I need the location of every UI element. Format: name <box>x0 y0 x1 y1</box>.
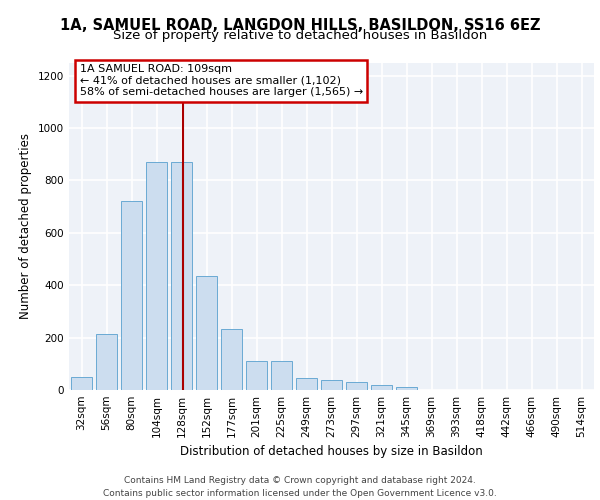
Bar <box>196 276 217 390</box>
Bar <box>71 378 92 390</box>
Text: 1A, SAMUEL ROAD, LANGDON HILLS, BASILDON, SS16 6EZ: 1A, SAMUEL ROAD, LANGDON HILLS, BASILDON… <box>60 18 540 32</box>
Bar <box>146 162 167 390</box>
Bar <box>396 388 417 390</box>
Y-axis label: Number of detached properties: Number of detached properties <box>19 133 32 320</box>
Text: 1A SAMUEL ROAD: 109sqm
← 41% of detached houses are smaller (1,102)
58% of semi-: 1A SAMUEL ROAD: 109sqm ← 41% of detached… <box>79 64 363 98</box>
Bar <box>221 329 242 390</box>
Bar <box>371 385 392 390</box>
Bar <box>96 334 117 390</box>
Bar <box>321 380 342 390</box>
Text: Size of property relative to detached houses in Basildon: Size of property relative to detached ho… <box>113 29 487 42</box>
Bar <box>346 382 367 390</box>
Bar <box>296 378 317 390</box>
Text: Contains HM Land Registry data © Crown copyright and database right 2024.
Contai: Contains HM Land Registry data © Crown c… <box>103 476 497 498</box>
Bar <box>171 162 192 390</box>
X-axis label: Distribution of detached houses by size in Basildon: Distribution of detached houses by size … <box>180 446 483 458</box>
Bar <box>246 361 267 390</box>
Bar <box>121 202 142 390</box>
Bar <box>271 361 292 390</box>
